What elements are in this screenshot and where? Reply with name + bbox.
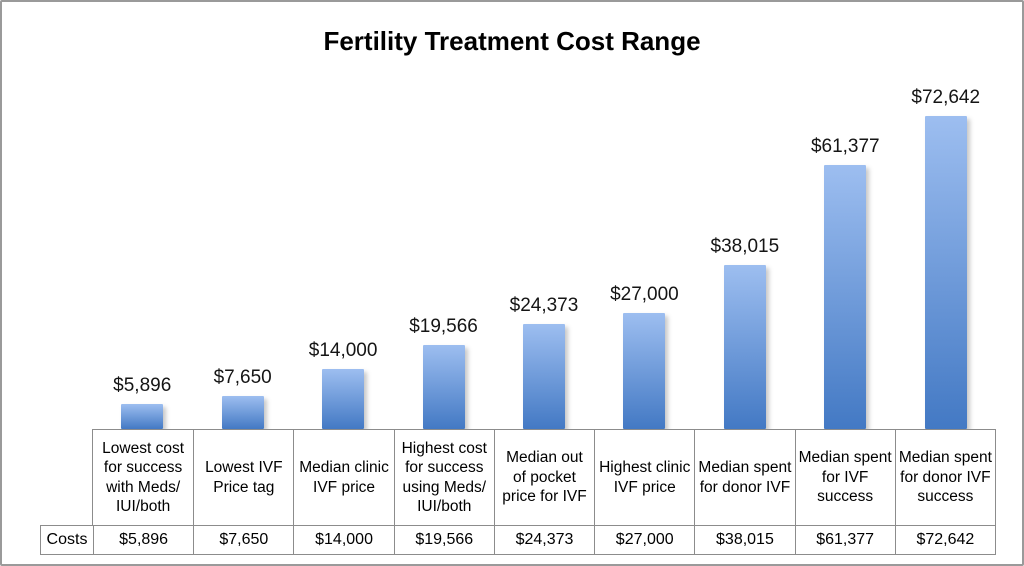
bar-value-label: $72,642	[911, 87, 981, 108]
bar-value-label: $5,896	[113, 375, 172, 396]
bar-column: $24,373	[494, 2, 594, 429]
bar	[121, 404, 164, 429]
category-header-cell: Median clinic IVF price	[293, 430, 393, 525]
bar	[221, 396, 264, 429]
bar	[522, 324, 565, 429]
bar-value-label: $27,000	[610, 284, 679, 305]
costs-value-cell: $7,650	[193, 526, 293, 554]
category-header-cell: Lowest cost for success with Meds/ IUI/b…	[102, 439, 185, 515]
bar-column: $72,642	[896, 2, 996, 429]
costs-value-cell: $14,000	[293, 526, 393, 554]
bar	[322, 369, 365, 429]
category-header-cell: Median out of pocket price for IVF	[493, 430, 594, 525]
category-header-row: Lowest cost for success with Meds/ IUI/b…	[92, 429, 996, 526]
bar	[422, 345, 465, 429]
costs-row: Costs $5,896 $7,650 $14,000 $19,566 $24,373 $2…	[40, 525, 996, 555]
category-header-cell: Median spent for donor IVF	[694, 430, 794, 525]
bar-column: $27,000	[594, 2, 694, 429]
bar-column: $14,000	[293, 2, 393, 429]
bar	[824, 165, 867, 429]
costs-value-cell: $27,000	[594, 526, 694, 554]
bar-value-label: $7,650	[213, 367, 272, 388]
category-header-cell: Highest clinic IVF price	[594, 430, 694, 525]
bar-value-label: $38,015	[710, 236, 780, 257]
category-header-cell: Median spent for donor IVF success	[894, 430, 995, 525]
bar-column: $19,566	[393, 2, 493, 429]
bar-column: $5,896	[92, 2, 192, 429]
costs-value-cell: $19,566	[393, 526, 494, 554]
category-header-cell: Highest cost for success using Meds/ IUI…	[393, 430, 494, 525]
bar-value-label: $14,000	[308, 340, 378, 361]
costs-value-cell: $24,373	[493, 526, 594, 554]
bar-column: $38,015	[695, 2, 795, 429]
costs-row-header: Costs	[46, 531, 88, 548]
bar-column: $7,650	[192, 2, 292, 429]
bar-value-label: $61,377	[810, 136, 880, 157]
bar	[623, 313, 666, 429]
plot-area: $5,896 $7,650 $14,000 $19,566 $24,373 $27,000…	[92, 2, 996, 429]
category-header-cell: Lowest IVF Price tag	[193, 430, 293, 525]
bar	[723, 265, 766, 429]
bar	[924, 116, 967, 429]
costs-value-cell: $72,642	[894, 526, 995, 554]
bar-value-label: $24,373	[509, 295, 579, 316]
bar-value-label: $19,566	[409, 316, 478, 337]
chart-title: Fertility Treatment Cost Range	[323, 26, 701, 56]
costs-value-cell: $38,015	[694, 526, 794, 554]
costs-value-cell: $61,377	[794, 526, 895, 554]
category-header-cell: Median spent for IVF success	[794, 430, 895, 525]
costs-value-cell: $5,896	[93, 526, 193, 554]
bar-column: $61,377	[795, 2, 895, 429]
